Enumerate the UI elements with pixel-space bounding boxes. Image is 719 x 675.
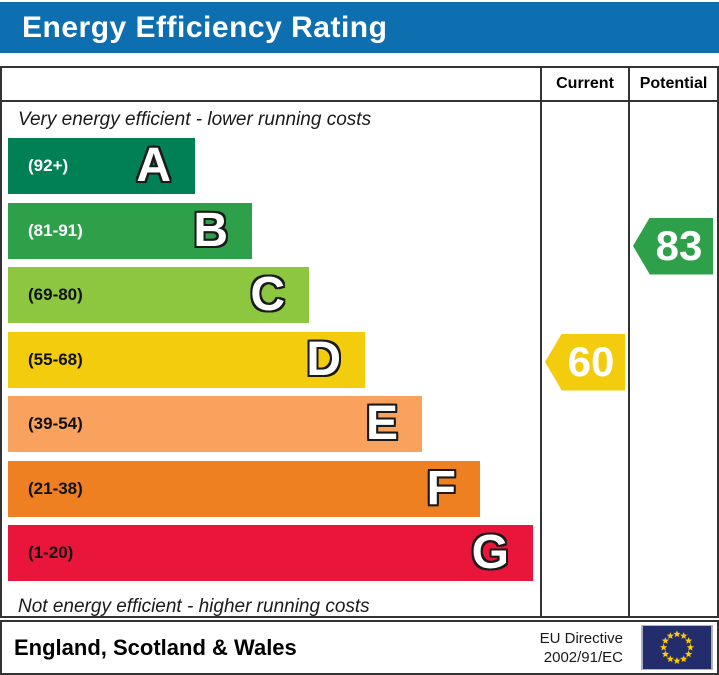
potential-rating-value: 83 — [655, 222, 703, 269]
region-label: England, Scotland & Wales — [14, 634, 297, 660]
band-row-c: (69-80) C — [2, 267, 540, 323]
band-letter: E — [365, 397, 398, 450]
band-letter: B — [193, 203, 228, 257]
band-letter: C — [250, 268, 285, 321]
chart-title-bar: Energy Efficiency Rating — [0, 2, 719, 53]
current-column: 60 — [540, 102, 628, 616]
band-range-label: (69-80) — [28, 285, 83, 304]
band-range-label: (39-54) — [28, 414, 83, 433]
band-row-a: (92+) A — [2, 138, 540, 194]
band-row-g: (1-20) G — [2, 525, 540, 581]
footer-bar: England, Scotland & Wales EU Directive 2… — [0, 620, 719, 675]
band-letter: A — [136, 139, 171, 192]
current-column-header: Current — [540, 68, 628, 100]
potential-column-header: Potential — [628, 68, 717, 100]
band-letter: G — [471, 526, 509, 579]
band-bar-c: (69-80) C — [8, 267, 309, 323]
band-range-label: (21-38) — [28, 478, 83, 498]
current-rating-value: 60 — [567, 338, 615, 385]
potential-column: 83 — [628, 102, 717, 616]
band-range-label: (92+) — [28, 156, 69, 175]
band-range-label: (81-91) — [28, 220, 83, 240]
table-body-row: Very energy efficient - lower running co… — [2, 102, 717, 617]
page-title: Energy Efficiency Rating — [22, 10, 388, 44]
energy-rating-table: Current Potential Very energy efficient … — [0, 66, 719, 618]
band-bar-d: (55-68) D — [8, 331, 365, 388]
band-letter: D — [306, 332, 341, 386]
potential-rating-arrow: 83 — [633, 217, 713, 275]
current-rating-arrow: 60 — [545, 333, 625, 391]
band-row-b: (81-91) B — [2, 202, 540, 259]
band-bar-f: (21-38) F — [8, 460, 480, 517]
band-range-label: (1-20) — [28, 543, 74, 562]
band-bar-e: (39-54) E — [8, 396, 422, 452]
header-chart-spacer — [2, 68, 540, 100]
eu-directive-label: EU Directive 2002/91/EC — [540, 629, 623, 667]
eu-flag-icon — [641, 625, 713, 670]
band-row-e: (39-54) E — [2, 396, 540, 452]
band-row-f: (21-38) F — [2, 460, 540, 517]
rating-bands-chart: Very energy efficient - lower running co… — [2, 102, 540, 617]
band-bar-a: (92+) A — [8, 138, 195, 194]
band-letter: F — [426, 461, 456, 515]
bottom-note: Not energy efficient - higher running co… — [18, 596, 370, 617]
band-bar-b: (81-91) B — [8, 202, 252, 259]
band-row-d: (55-68) D — [2, 331, 540, 388]
band-bar-g: (1-20) G — [8, 525, 533, 581]
top-note: Very energy efficient - lower running co… — [18, 109, 372, 130]
table-header-row: Current Potential — [2, 68, 717, 102]
eu-directive-line2: 2002/91/EC — [543, 648, 623, 666]
band-range-label: (55-68) — [28, 349, 83, 369]
eu-directive-line1: EU Directive — [539, 629, 623, 647]
